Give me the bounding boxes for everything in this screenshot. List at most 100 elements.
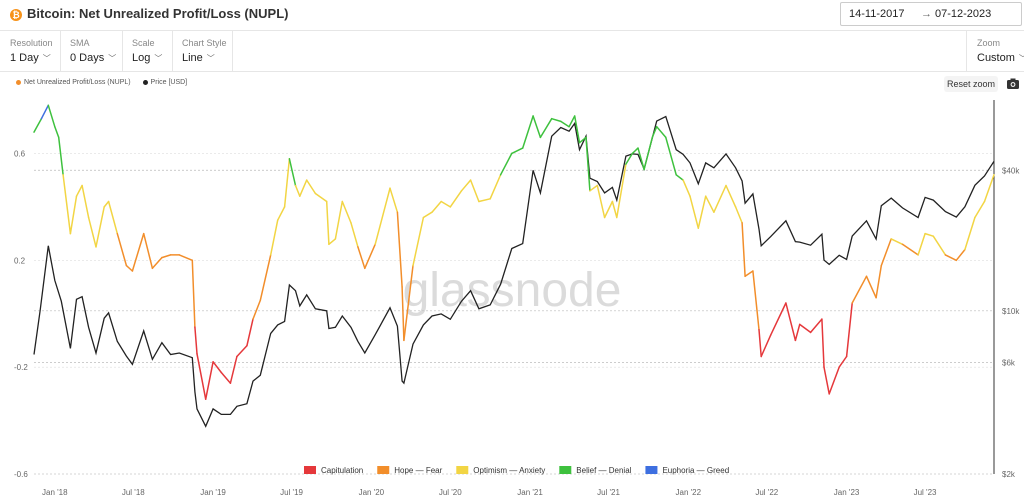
y-right-tick-label: $6k — [1002, 359, 1016, 368]
nupl-segment — [246, 318, 254, 347]
nupl-segment — [440, 200, 452, 208]
reset-zoom-button[interactable]: Reset zoom — [944, 76, 998, 92]
zone-legend-swatch — [559, 466, 572, 474]
nupl-segment — [341, 200, 352, 224]
legend-item-nupl[interactable]: Net Unrealized Profit/Loss (NUPL) — [16, 79, 131, 86]
nupl-segment — [865, 275, 877, 299]
nupl-segment — [350, 222, 359, 248]
nupl-segment — [305, 179, 317, 195]
y-left-tick-label: -0.2 — [14, 363, 28, 372]
nupl-segment — [283, 158, 291, 208]
nupl-segment — [151, 256, 163, 270]
y-right-tick-label: $10k — [1002, 307, 1020, 316]
zone-legend-label: Euphoria — Greed — [662, 466, 729, 475]
chart-style-dropdown[interactable]: Chart Style Line ﹀ — [172, 31, 233, 71]
nupl-segment — [578, 136, 587, 144]
nupl-segment — [689, 195, 700, 229]
nupl-segment — [328, 238, 337, 246]
nupl-segment — [521, 115, 534, 149]
camera-icon[interactable] — [1007, 78, 1019, 89]
nupl-segment — [95, 206, 105, 248]
nupl-segment — [596, 184, 606, 219]
y-left-axis: 0.6 0.2 -0.2 -0.6 — [14, 149, 28, 479]
nupl-segment — [460, 179, 472, 192]
nupl-segment — [33, 117, 43, 133]
nupl-segment — [469, 179, 480, 203]
nupl-segment — [655, 125, 667, 139]
nupl-segment — [334, 200, 344, 240]
x-axis: Jan '18 Jul '18 Jan '19 Jul '19 Jan '20 Jul '… — [42, 488, 937, 497]
nupl-segment — [760, 334, 772, 358]
nupl-segment — [744, 270, 754, 278]
scale-label: Scale — [132, 38, 155, 48]
nupl-segment — [276, 206, 286, 221]
nupl-segment — [568, 115, 576, 128]
nupl-segment — [204, 361, 214, 400]
nupl-segment — [631, 147, 639, 155]
nupl-segment — [983, 174, 995, 203]
zone-legend-swatch — [645, 466, 658, 474]
nupl-segment — [585, 136, 591, 192]
nupl-segment — [325, 200, 330, 246]
date-from[interactable]: 14-11-2017 — [849, 8, 905, 20]
x-tick-label: Jul '23 — [914, 488, 937, 497]
title-bar: ₿ Bitcoin: Net Unrealized Profit/Loss (N… — [0, 0, 1024, 28]
date-to[interactable]: 07-12-2023 — [935, 8, 992, 20]
chart-controls: Resolution 1 Day ﹀ SMA 0 Days ﹀ Scale Log ﹀… — [0, 30, 1024, 72]
scale-dropdown[interactable]: Scale Log ﹀ — [122, 31, 173, 71]
legend-dot-price — [142, 79, 148, 85]
x-tick-label: Jan '20 — [359, 488, 385, 497]
date-range-picker[interactable]: 14-11-2017 → 07-12-2023 — [840, 2, 1022, 26]
nupl-segment — [539, 117, 553, 139]
page-title: Bitcoin: Net Unrealized Profit/Loss (NUP… — [27, 6, 289, 21]
nupl-segment — [758, 328, 762, 358]
top-legend: Net Unrealized Profit/Loss (NUPL) Price … — [16, 79, 187, 86]
nupl-segment — [220, 371, 232, 384]
nupl-segment — [288, 158, 297, 187]
nupl-segment — [125, 264, 134, 272]
scale-value: Log — [132, 52, 151, 64]
nupl-segment — [625, 152, 634, 165]
sma-dropdown[interactable]: SMA 0 Days ﹀ — [60, 31, 123, 71]
chart-style-label: Chart Style — [182, 38, 227, 48]
zone-legend: Capitulation Hope — Fear Optimism — Anxiet… — [304, 466, 729, 475]
nupl-segment — [212, 361, 223, 374]
nupl-segment — [294, 184, 301, 197]
nupl-segment — [734, 206, 743, 224]
nupl-segment — [845, 302, 853, 358]
nupl-segment — [314, 192, 328, 203]
legend-label-price: Price [USD] — [150, 79, 188, 86]
zone-legend-swatch — [377, 466, 390, 474]
nupl-segment — [389, 187, 399, 213]
legend-dot-nupl — [16, 79, 21, 85]
y-right-tick-label: $2k — [1002, 470, 1016, 479]
y-left-tick-label: -0.6 — [14, 470, 28, 479]
nupl-segment — [142, 232, 154, 270]
nupl-segment — [161, 254, 172, 259]
nupl-segment — [741, 222, 746, 278]
nupl-segment — [769, 302, 787, 336]
nupl-segment — [821, 318, 825, 368]
chevron-down-icon: ﹀ — [42, 54, 51, 63]
nupl-segment — [550, 117, 562, 123]
x-tick-label: Jan '23 — [834, 488, 860, 497]
nupl-segment — [974, 200, 986, 219]
nupl-segment — [682, 179, 691, 197]
nupl-segment — [422, 211, 433, 219]
zoom-dropdown[interactable]: Zoom Custom ﹀ — [966, 31, 1024, 71]
y-right-tick-label: $40k — [1002, 166, 1020, 175]
nupl-segment — [665, 136, 677, 176]
x-tick-label: Jul '18 — [122, 488, 145, 497]
zone-legend-label: Belief — Denial — [576, 466, 631, 475]
nupl-segment — [651, 125, 658, 139]
nupl-segment — [81, 184, 90, 219]
nupl-segment — [785, 302, 797, 342]
resolution-dropdown[interactable]: Resolution 1 Day ﹀ — [0, 31, 61, 71]
nupl-segment — [374, 187, 391, 246]
x-tick-label: Jan '22 — [676, 488, 702, 497]
nupl-segment — [932, 235, 947, 256]
nupl-segment — [955, 248, 966, 262]
y-right-axis: $40k $10k $6k $2k — [1002, 166, 1020, 479]
legend-item-price[interactable]: Price [USD] — [142, 79, 188, 86]
